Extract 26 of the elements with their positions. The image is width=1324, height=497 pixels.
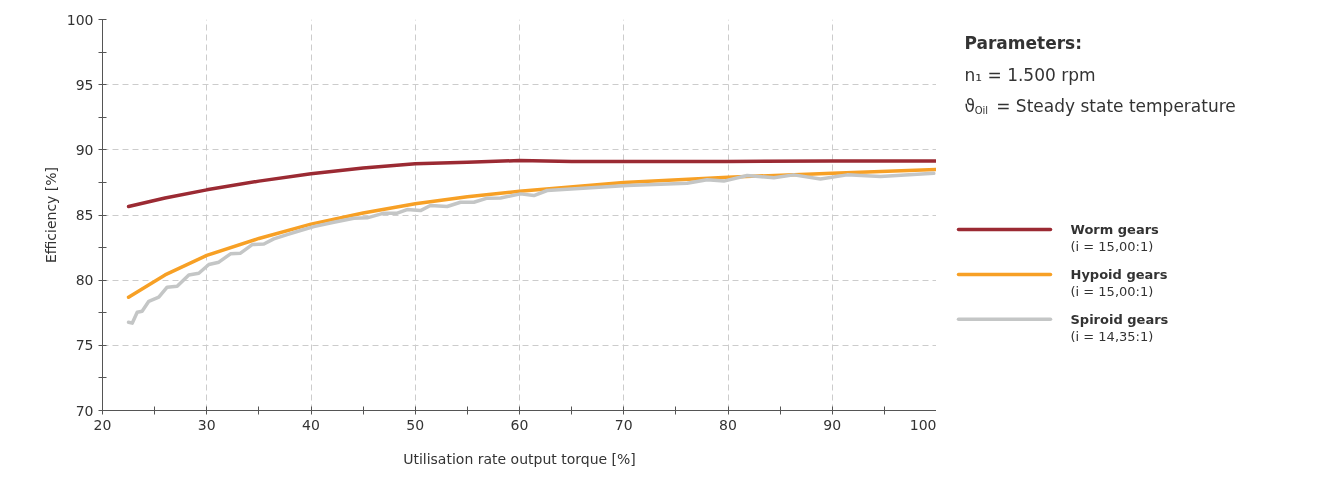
line-series — [126, 167, 936, 299]
x-tick-label: 60 — [510, 416, 529, 433]
x-axis-title: Utilisation rate output torque [%] — [403, 450, 636, 467]
x-tick-label: 20 — [93, 416, 112, 433]
x-tick-label: 80 — [719, 416, 737, 433]
text: Parameters: — [964, 33, 1083, 54]
text: Worm gears (i = 15,00:1) — [1070, 222, 1160, 255]
y-tick-label: 80 — [75, 272, 94, 289]
text: Hypoid gears (i = 15,00:1) — [1070, 266, 1168, 300]
x-tick-label: 50 — [406, 416, 425, 433]
x-tick-label: 90 — [823, 416, 842, 433]
y-tick-label: 70 — [75, 402, 94, 419]
text: ϑOil = Steady state temperature — [964, 96, 1236, 117]
x-tick-label: 70 — [614, 416, 633, 433]
y-tick-label: 85 — [75, 207, 94, 223]
text: Spiroid gears (i = 14,35:1) — [1070, 311, 1169, 345]
y-tick-label: 100 — [66, 11, 94, 28]
x-tick-label: 40 — [302, 416, 320, 433]
y-tick-label: 75 — [75, 337, 94, 354]
y-axis-title: Efficiency [%] — [42, 166, 59, 264]
line-series — [126, 158, 936, 209]
x-tick-label: 100 — [909, 416, 937, 433]
y-tick-label: 90 — [75, 141, 94, 158]
x-tick-label: 30 — [197, 416, 216, 433]
y-tick-label: 95 — [75, 76, 94, 93]
text: n₁ = 1.500 rpm — [964, 64, 1096, 85]
